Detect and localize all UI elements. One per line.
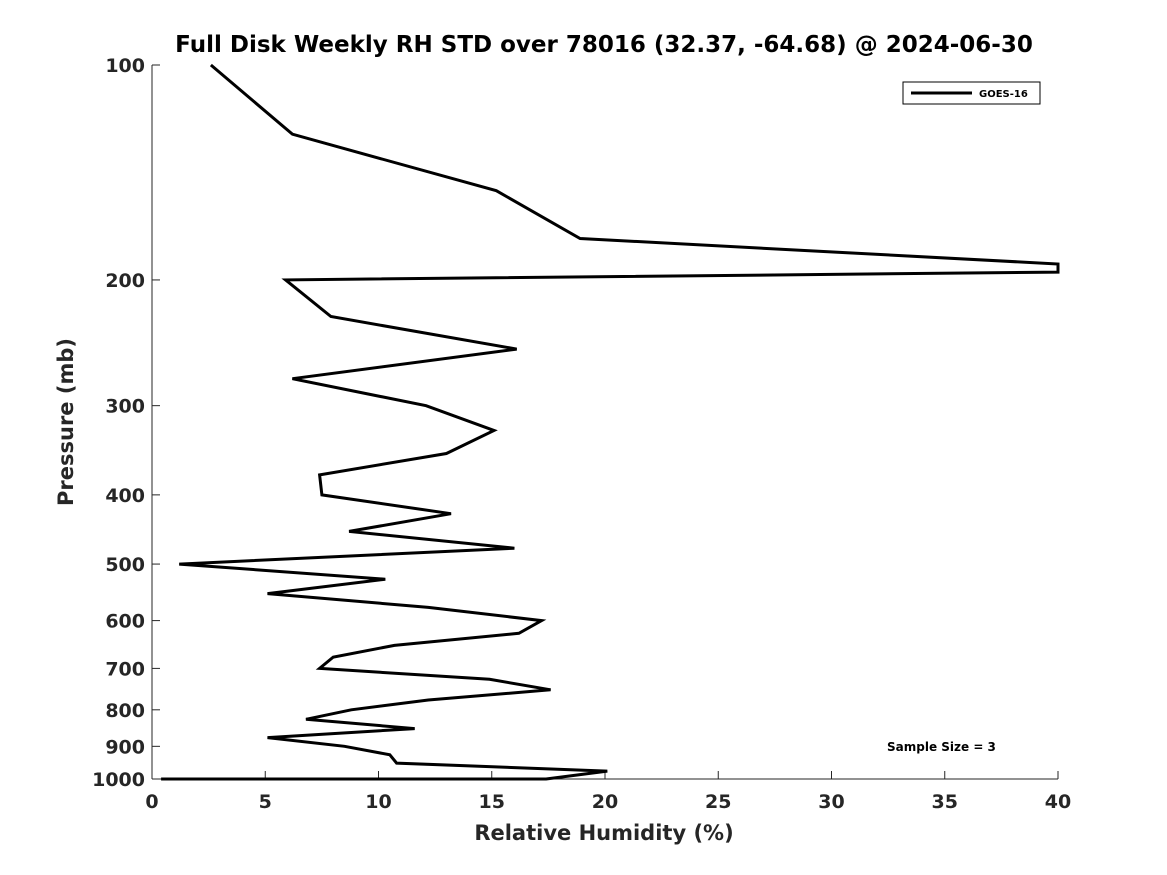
x-tick-label: 25 — [705, 791, 731, 813]
x-tick-label: 10 — [365, 791, 391, 813]
x-tick-label: 40 — [1045, 791, 1071, 813]
x-tick-label: 35 — [932, 791, 958, 813]
plot-area: 0 5 10 15 20 25 30 35 40 100 200 300 400 500 600 700 80… — [92, 55, 1071, 813]
y-tick-label: 800 — [105, 700, 145, 722]
x-tick-label: 5 — [259, 791, 272, 813]
y-tick-label: 200 — [105, 270, 145, 292]
y-tick-label: 600 — [105, 611, 145, 633]
chart-title: Full Disk Weekly RH STD over 78016 (32.3… — [175, 32, 1033, 58]
y-tick-label: 900 — [105, 736, 145, 758]
x-tick-label: 0 — [145, 791, 158, 813]
x-tick-label: 20 — [592, 791, 618, 813]
x-tick-label: 15 — [479, 791, 505, 813]
y-tick-label: 300 — [105, 396, 145, 418]
y-tick-label: 400 — [105, 485, 145, 507]
sample-size-annotation: Sample Size = 3 — [887, 740, 996, 754]
y-tick-label: 700 — [105, 658, 145, 680]
legend-label-goes-16: GOES-16 — [979, 89, 1028, 100]
series-line-goes-16 — [161, 63, 1060, 781]
x-ticks: 0 5 10 15 20 25 30 35 40 — [145, 771, 1071, 813]
x-axis-title: Relative Humidity (%) — [474, 821, 733, 845]
y-tick-label: 500 — [105, 554, 145, 576]
y-axis-title: Pressure (mb) — [54, 338, 78, 506]
y-tick-label: 1000 — [92, 769, 145, 791]
y-ticks: 100 200 300 400 500 600 700 800 900 1000 — [92, 55, 160, 791]
y-tick-label: 100 — [105, 55, 145, 77]
legend: GOES-16 — [902, 81, 1041, 105]
x-tick-label: 30 — [818, 791, 844, 813]
